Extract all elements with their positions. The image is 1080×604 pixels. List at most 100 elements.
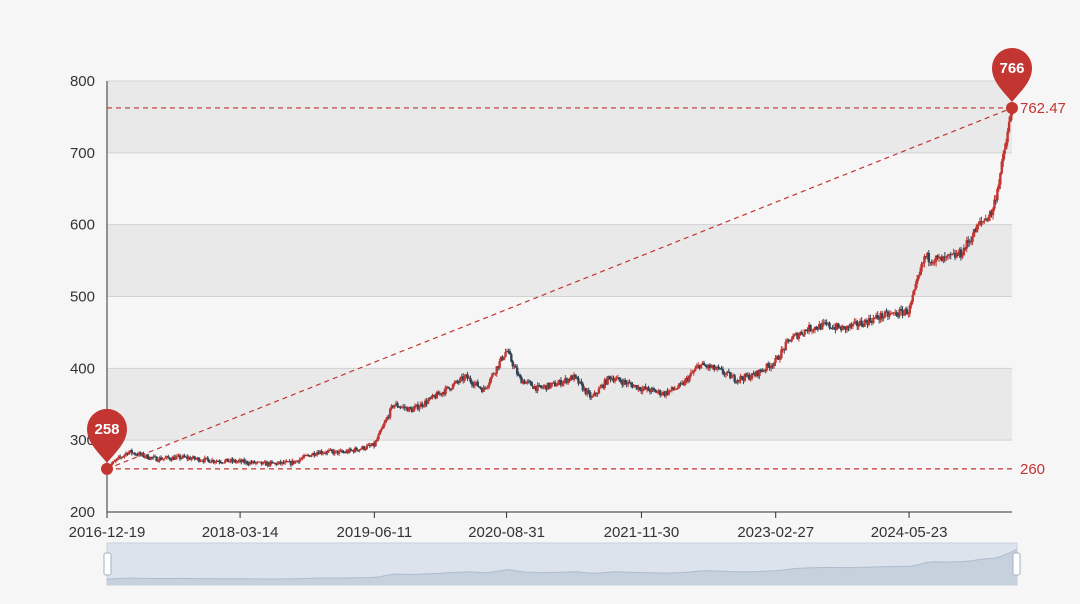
candle-body xyxy=(124,453,128,455)
candle-body xyxy=(980,221,983,223)
candle-body xyxy=(923,256,926,264)
candle-body xyxy=(390,405,393,409)
candle-body xyxy=(491,373,494,378)
candle-body xyxy=(553,382,557,387)
candle-body xyxy=(362,446,366,450)
candle-body xyxy=(869,317,872,322)
candle-body xyxy=(549,384,552,388)
candle-body xyxy=(572,374,576,380)
candle-body xyxy=(717,366,720,369)
candle-body xyxy=(400,406,404,408)
candle-body xyxy=(841,326,844,331)
candle-body xyxy=(689,372,693,376)
y-tick-label: 500 xyxy=(70,289,95,306)
candle-body xyxy=(289,461,293,466)
candle-body xyxy=(904,308,907,313)
candle-body xyxy=(207,459,211,463)
candle-body xyxy=(921,263,925,265)
mark-line-label: 260 xyxy=(1020,461,1045,478)
candle-body xyxy=(121,456,125,458)
candle-body xyxy=(905,308,909,315)
candle-body xyxy=(866,321,869,325)
zoom-handle-left[interactable] xyxy=(103,552,112,576)
candle-body xyxy=(644,386,647,390)
candle-body xyxy=(434,396,437,399)
candle-body xyxy=(548,382,551,388)
candle-body xyxy=(457,382,460,384)
candle-body xyxy=(918,271,922,276)
candle-body xyxy=(879,313,882,320)
candle-body xyxy=(914,283,917,290)
candle-body xyxy=(804,329,808,331)
candle-body xyxy=(178,455,182,459)
candle-body xyxy=(619,380,623,382)
candle-body xyxy=(647,387,650,391)
zoom-handle-right[interactable] xyxy=(1012,552,1021,576)
candle-body xyxy=(218,461,221,463)
candle-body xyxy=(715,366,719,369)
candle-body xyxy=(224,460,227,463)
candle-body xyxy=(803,329,806,335)
candle-body xyxy=(191,456,195,459)
candle-body xyxy=(561,383,564,386)
candle-body xyxy=(634,385,637,387)
candle-body xyxy=(129,450,132,452)
candle-body xyxy=(832,327,836,330)
candle-body xyxy=(562,380,566,384)
candle-body xyxy=(613,379,617,382)
candle-body xyxy=(626,382,630,385)
grid-band xyxy=(107,440,1012,512)
candle-body xyxy=(565,378,568,383)
grid-band xyxy=(107,296,1012,369)
candle-body xyxy=(876,315,879,319)
candle-body xyxy=(202,460,205,462)
candle-body xyxy=(551,382,554,385)
candle-body xyxy=(656,391,659,393)
candle-body xyxy=(778,358,782,360)
candle-body xyxy=(149,456,152,460)
candle-body xyxy=(984,218,987,221)
candle-body xyxy=(189,457,192,460)
candle-body xyxy=(726,371,729,374)
candle-body xyxy=(883,311,887,317)
candle-body xyxy=(480,388,484,392)
candle-body xyxy=(622,380,625,385)
candle-body xyxy=(616,377,620,379)
candle-body xyxy=(688,375,691,382)
candle-body xyxy=(334,450,338,452)
candle-body xyxy=(488,382,491,386)
candle-body xyxy=(409,407,412,409)
candle-body xyxy=(546,382,550,390)
candle-body xyxy=(454,380,458,383)
candle-body xyxy=(586,390,589,395)
candle-body xyxy=(486,385,490,388)
candle-body xyxy=(853,321,856,324)
candle-body xyxy=(962,247,966,256)
candle-body xyxy=(365,445,369,449)
candle-body xyxy=(971,236,974,242)
y-tick-label: 700 xyxy=(70,145,95,162)
candle-body xyxy=(473,383,477,386)
candle-body xyxy=(1002,153,1005,162)
candle-body xyxy=(240,459,243,463)
candle-body xyxy=(889,313,893,315)
candle-body xyxy=(939,256,942,258)
candle-body xyxy=(892,312,895,314)
candle-body xyxy=(372,443,376,447)
candle-body xyxy=(1009,115,1012,122)
candle-body xyxy=(472,384,475,386)
candle-body xyxy=(269,461,272,466)
candle-body xyxy=(346,450,350,453)
candle-body xyxy=(851,323,855,327)
candle-body xyxy=(721,369,725,374)
candle-body xyxy=(607,376,611,378)
candle-body xyxy=(530,382,533,387)
data-zoom-slider[interactable] xyxy=(103,542,1021,586)
candle-body xyxy=(635,385,639,390)
candle-body xyxy=(348,448,351,453)
grid-band xyxy=(107,224,1012,297)
candle-body xyxy=(416,404,420,410)
candle-body xyxy=(930,261,933,264)
candle-body xyxy=(711,365,714,367)
